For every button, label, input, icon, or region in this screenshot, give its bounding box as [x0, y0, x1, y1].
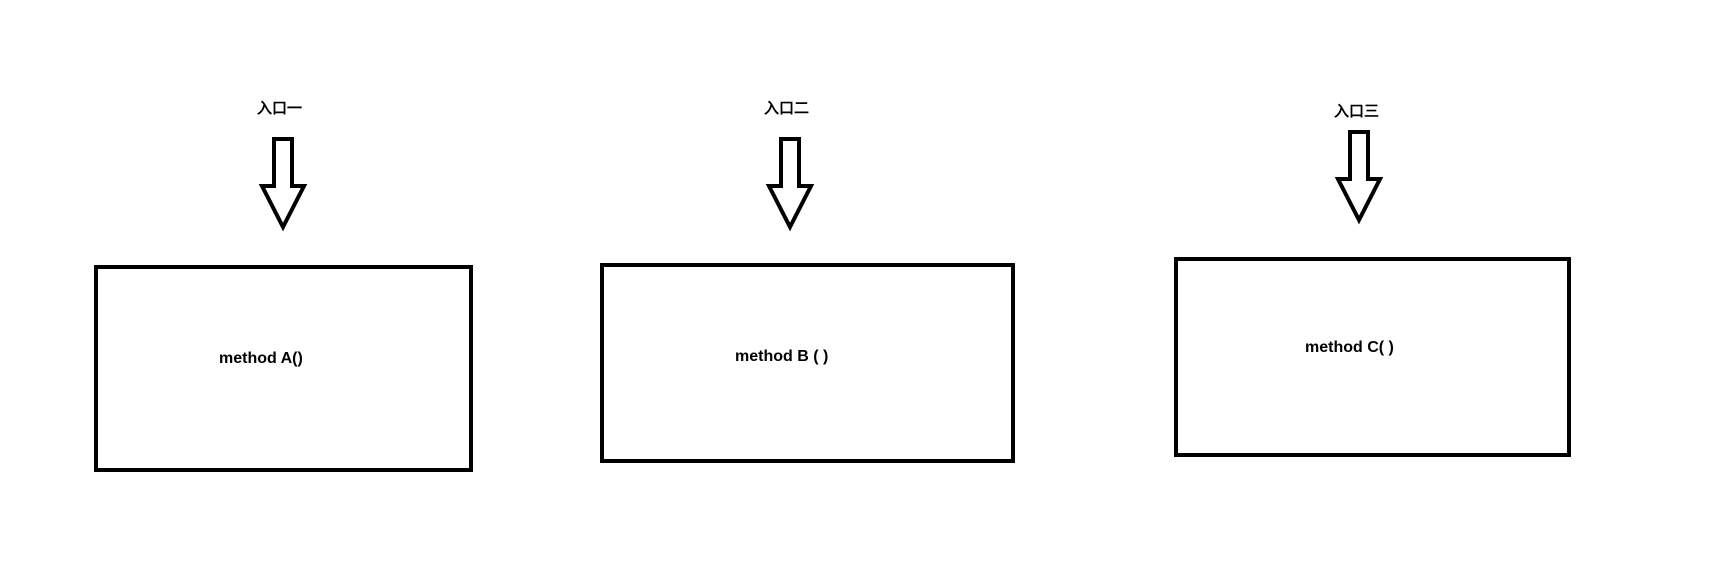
method-label-c: method C( )	[1305, 339, 1394, 356]
method-label-a: method A()	[219, 350, 303, 367]
down-arrow-icon	[258, 137, 308, 232]
method-label-b: method B ( )	[735, 348, 829, 365]
entry-label-2: 入口二	[764, 99, 810, 117]
down-arrow-icon	[1334, 130, 1384, 225]
method-box-c	[1174, 257, 1571, 457]
method-box-a	[94, 265, 473, 472]
method-box-b	[600, 263, 1015, 463]
entry-label-1: 入口一	[257, 99, 303, 117]
entry-label-3: 入口三	[1334, 102, 1380, 120]
down-arrow-icon	[765, 137, 815, 232]
